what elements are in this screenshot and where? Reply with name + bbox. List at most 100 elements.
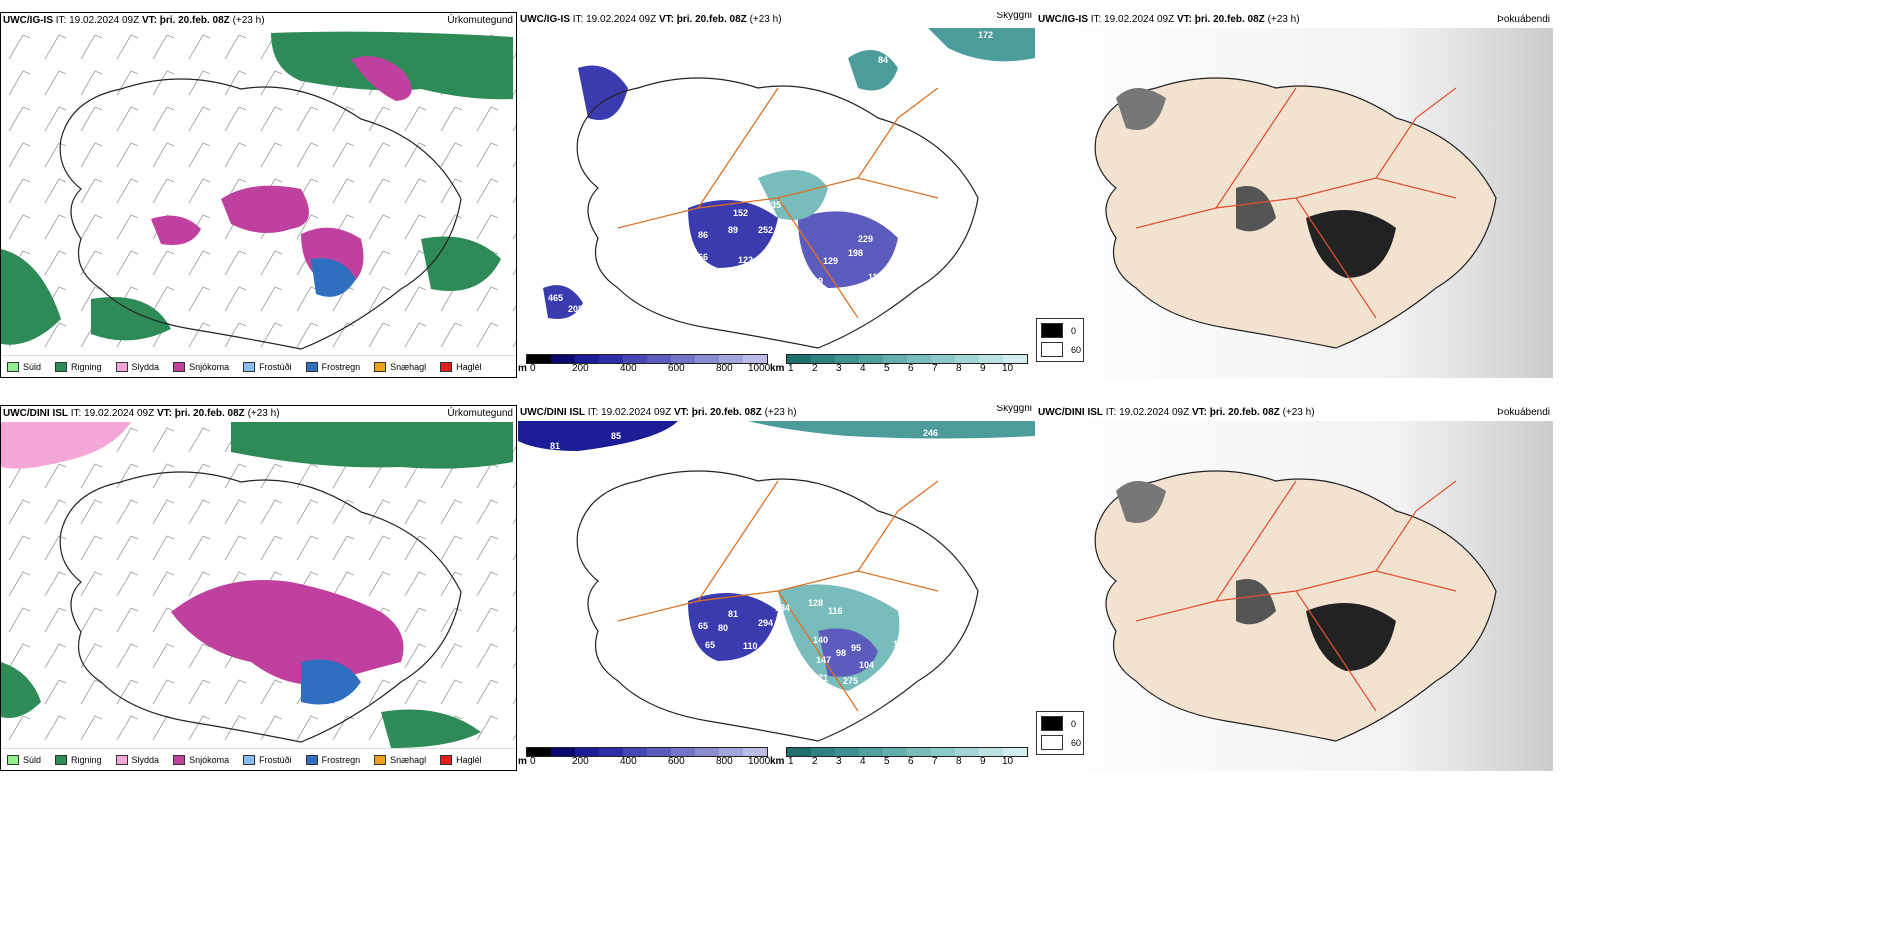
tick-label: 600: [668, 756, 685, 767]
legend-swatch: [243, 361, 256, 372]
fog-index-map[interactable]: [1036, 28, 1553, 378]
tick-label: 9: [980, 756, 986, 767]
legend-item: Snjókoma: [173, 754, 229, 765]
fog-index-map[interactable]: [1036, 421, 1553, 771]
visibility-label: 81: [728, 609, 738, 619]
visibility-label: 66: [698, 252, 708, 262]
visibility-label: 107: [631, 125, 646, 135]
visibility-label: 69: [764, 711, 774, 721]
fog-swatch: [1041, 323, 1063, 338]
visibility-label: 65: [705, 640, 715, 650]
visibility-label: 86: [698, 230, 708, 240]
visibility-scale-km: 1 2 3 4 5 6 7 8 9 10: [786, 747, 1028, 769]
visibility-map[interactable]: 81 85 246 167 79 80 70 14 50 85 134 128 …: [518, 421, 1035, 747]
road-network: [617, 87, 939, 319]
init-time: 19.02.2024 09Z: [601, 407, 672, 418]
panel-header: UWC/IG-IS IT: 19.02.2024 09Z VT: þri. 20…: [518, 12, 1035, 28]
valid-time: þri. 20.feb. 08Z: [174, 408, 245, 419]
low-visibility-area: [543, 285, 583, 319]
panel-visibility-bottom: UWC/DINI ISL IT: 19.02.2024 09Z VT: þri.…: [518, 405, 1035, 771]
coastline: [59, 471, 462, 743]
frost-rain-area: [301, 659, 361, 705]
visibility-value-labels: 81 85 246 167 79 80 70 14 50 85 134 128 …: [550, 428, 938, 721]
visibility-label: 109: [808, 276, 823, 286]
lead-time: (+23 h): [764, 407, 797, 418]
tick-label: 8: [956, 756, 962, 767]
vt-label: VT:: [1191, 407, 1207, 418]
visibility-label: 229: [858, 234, 873, 244]
it-label: IT:: [1105, 407, 1117, 418]
visibility-label: 122: [738, 255, 753, 265]
panel-fog-index-bottom: UWC/DINI ISL IT: 19.02.2024 09Z VT: þri.…: [1036, 405, 1553, 771]
sleet-area: [1, 422, 131, 469]
tick-label: 600: [668, 363, 685, 374]
tick-label: 4: [860, 363, 866, 374]
visibility-label: 79: [606, 491, 616, 501]
low-visibility-area: [928, 28, 1035, 62]
legend-swatch: [55, 361, 68, 372]
vt-label: VT:: [1176, 14, 1192, 25]
legend-item: Súld: [7, 754, 41, 765]
tick-label: 3: [836, 756, 842, 767]
visibility-label: 167: [875, 439, 890, 449]
panel-title: Þokuábendi: [1497, 407, 1550, 418]
legend-label: Slydda: [131, 754, 160, 765]
visibility-map[interactable]: 172 169 141 84 460 439 78 72 107 46 11 3…: [518, 28, 1035, 354]
legend-item: Súld: [7, 361, 41, 372]
legend-label: Slydda: [131, 361, 160, 372]
legend-swatch: [173, 754, 186, 765]
m-ticks: 0 200 400 600 800 1000: [526, 362, 770, 376]
low-visibility-area: [578, 65, 628, 120]
panel-header: UWC/DINI ISL IT: 19.02.2024 09Z VT: þri.…: [1036, 405, 1553, 421]
snow-area: [151, 215, 201, 245]
legend-label: Snæhagl: [390, 754, 427, 765]
panel-header: UWC/IG-IS IT: 19.02.2024 09Z VT: þri. 20…: [1036, 12, 1553, 28]
precip-type-map[interactable]: [1, 29, 517, 355]
legend-swatch: [173, 361, 186, 372]
visibility-label: 106: [893, 639, 908, 649]
visibility-label: 169: [903, 38, 918, 48]
tick-label: 5: [884, 363, 890, 374]
road-network: [617, 480, 939, 712]
snow-area: [351, 56, 412, 101]
it-label: IT:: [55, 15, 67, 26]
lead-time: (+23 h): [1267, 14, 1300, 25]
fog-legend: 0 60: [1036, 711, 1084, 755]
road-network: [1135, 87, 1457, 319]
visibility-label: 172: [978, 30, 993, 40]
low-visibility-area: [758, 170, 828, 220]
tick-label: 2: [812, 756, 818, 767]
land-area: [1094, 77, 1497, 349]
visibility-label: 95: [851, 643, 861, 653]
snow-area: [221, 185, 309, 233]
visibility-label: 75: [743, 278, 753, 288]
panel-title: Úrkomutegund: [447, 408, 513, 419]
legend-swatch: [440, 754, 453, 765]
legend-item: Haglél: [440, 361, 482, 372]
visibility-label: 93: [598, 345, 608, 354]
visibility-label: 460: [838, 85, 853, 95]
visibility-label: 198: [848, 248, 863, 258]
visibility-label: 85: [611, 431, 621, 441]
tick-label: 1000: [748, 756, 771, 767]
visibility-label: 78: [638, 72, 648, 82]
tick-label: 10: [1002, 363, 1014, 374]
rain-area: [1, 249, 61, 345]
road-network: [1135, 480, 1457, 712]
tick-label: 800: [716, 756, 733, 767]
visibility-label: 104: [859, 660, 874, 670]
visibility-label: 80: [718, 623, 728, 633]
km-ticks: 1 2 3 4 5 6 7 8 9 10: [786, 362, 1028, 376]
legend-swatch: [374, 754, 387, 765]
legend-label: Frostúði: [259, 361, 292, 372]
valid-time: þri. 20.feb. 08Z: [1194, 14, 1265, 25]
tick-label: 800: [716, 363, 733, 374]
valid-time: þri. 20.feb. 08Z: [1209, 407, 1280, 418]
precip-type-map[interactable]: [1, 422, 517, 748]
visibility-label: 140: [813, 635, 828, 645]
model-name: UWC/IG-IS: [520, 14, 570, 25]
valid-time: þri. 20.feb. 08Z: [676, 14, 747, 25]
m-ticks: 0 200 400 600 800 1000: [526, 755, 771, 769]
snow-area: [171, 580, 404, 685]
visibility-label: 113: [740, 709, 755, 719]
